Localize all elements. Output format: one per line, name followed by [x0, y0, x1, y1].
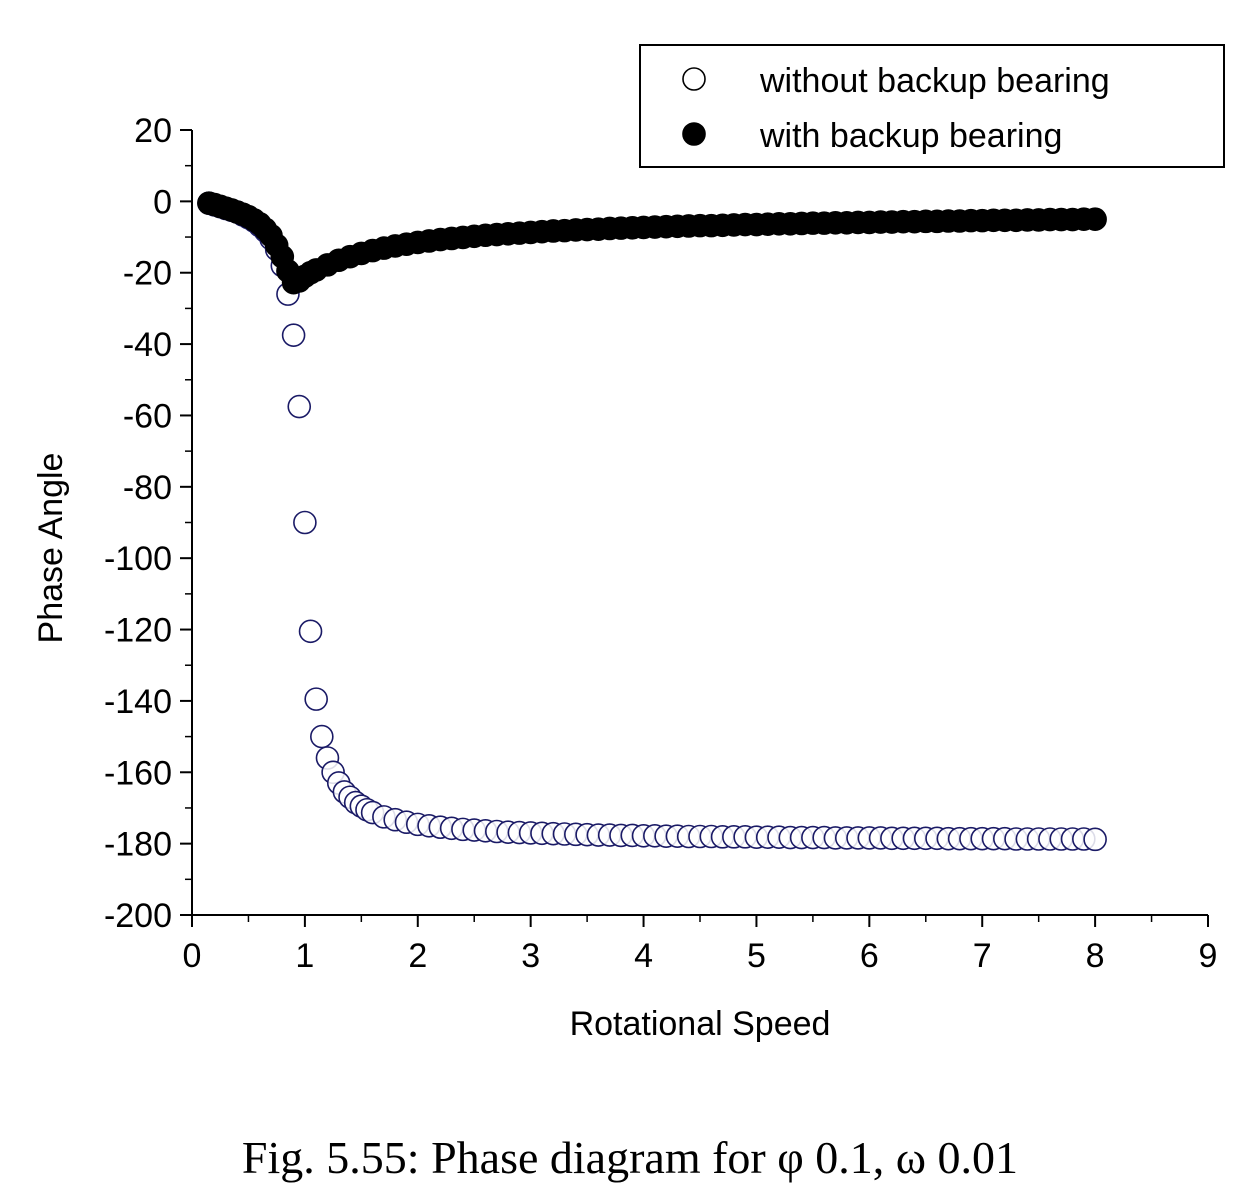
y-tick-label: 20 — [134, 112, 172, 150]
data-point — [287, 394, 312, 419]
data-point — [310, 724, 334, 749]
legend-label-without: without backup bearing — [759, 62, 1110, 100]
series-layer — [197, 191, 1107, 852]
y-tick-label: -160 — [104, 754, 172, 792]
x-tick-label: 6 — [860, 937, 879, 975]
x-tick-label: 3 — [521, 937, 540, 975]
data-point — [293, 510, 317, 535]
y-tick-label: -200 — [104, 897, 172, 935]
x-tick-label: 9 — [1199, 937, 1218, 975]
series-with-backup — [197, 191, 1107, 295]
ticks: 0 1 2 3 4 5 6 7 8 9 20 0 -20 -40 -60 -80 -100 -120 -140 -16… — [104, 112, 1218, 975]
y-tick-label: -140 — [104, 683, 172, 721]
data-point — [1083, 827, 1107, 852]
x-tick-label: 0 — [183, 937, 202, 975]
y-axis-title: Phase Angle — [32, 453, 70, 644]
figure-caption: Fig. 5.55: Phase diagram for φ 0.1, ω 0.… — [241, 1132, 1019, 1183]
legend-marker-filled — [682, 122, 706, 146]
legend: without backup bearing with backup beari… — [639, 44, 1225, 168]
phase-angle-chart: 0 1 2 3 4 5 6 7 8 9 20 0 -20 -40 -60 -80 -100 -120 -140 -16… — [32, 44, 1225, 1043]
data-point — [281, 323, 306, 347]
y-tick-label: -120 — [104, 612, 172, 650]
y-tick-label: -80 — [123, 469, 172, 507]
y-tick-label: -100 — [104, 540, 172, 578]
x-tick-label: 7 — [973, 937, 992, 975]
legend-label-with: with backup bearing — [759, 117, 1062, 155]
data-point — [1083, 207, 1107, 232]
y-tick-label: -60 — [123, 397, 172, 435]
legend-box — [639, 44, 1225, 168]
legend-marker-open — [682, 67, 706, 91]
x-tick-label: 8 — [1086, 937, 1105, 975]
x-tick-label: 2 — [408, 937, 427, 975]
y-tick-label: -40 — [123, 326, 172, 364]
y-tick-label: -180 — [104, 826, 172, 864]
series-without-backup — [197, 191, 1107, 852]
x-tick-label: 5 — [747, 937, 766, 975]
data-point — [298, 619, 323, 644]
x-axis-title: Rotational Speed — [570, 1005, 831, 1043]
y-tick-label: -20 — [123, 255, 172, 293]
y-tick-label: 0 — [153, 183, 172, 221]
x-tick-label: 4 — [634, 937, 653, 975]
x-tick-label: 1 — [295, 937, 314, 975]
data-point — [304, 687, 328, 711]
